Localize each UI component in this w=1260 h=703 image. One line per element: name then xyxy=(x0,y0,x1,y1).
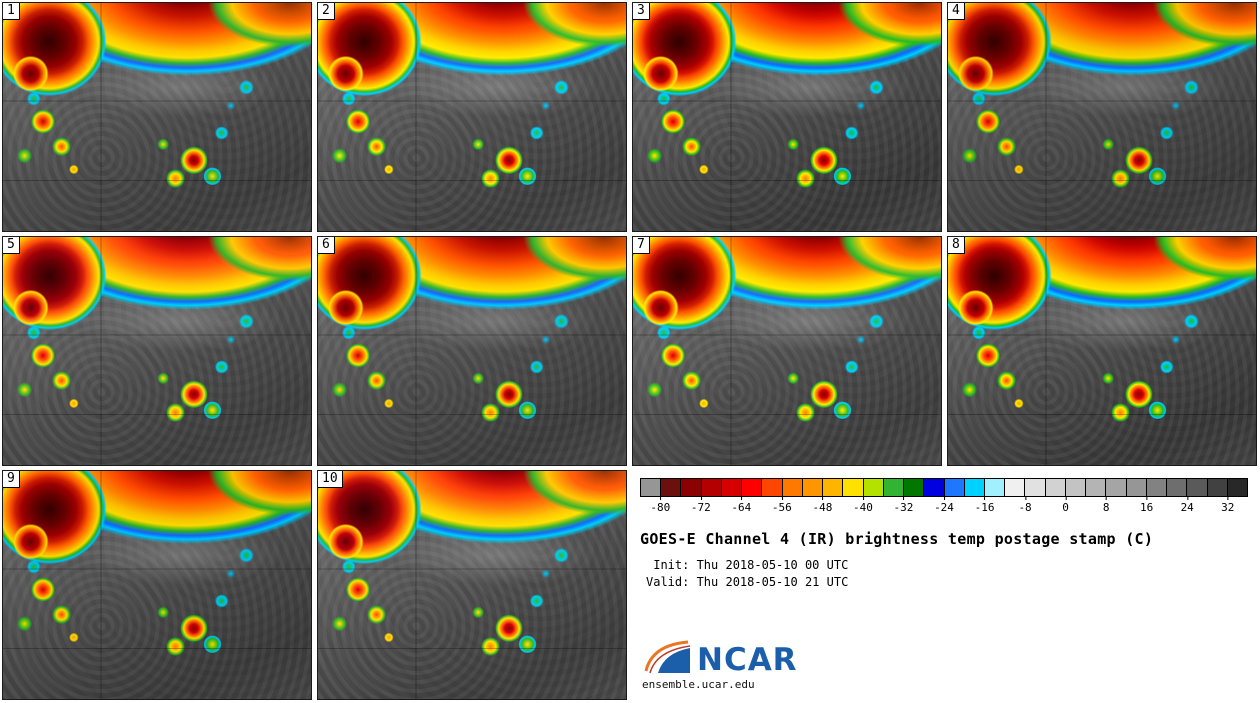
colorbar-tick-labels: -80 -72 -64 -56 -48 -40 -32 -24 -16 -8 0 8 16 24 32 xyxy=(640,497,1248,515)
ncar-logo-text: NCAR xyxy=(697,641,798,678)
ensemble-member-map: 2 xyxy=(317,2,627,232)
colorbar-tick-label: -8 xyxy=(1018,497,1032,514)
init-time-label: Init: Thu 2018-05-10 00 UTC xyxy=(646,558,849,572)
ensemble-member-map: 10 xyxy=(317,470,627,700)
colorbar-tick-label: 8 xyxy=(1102,497,1110,514)
ncar-swoosh-icon xyxy=(644,640,691,674)
ensemble-member-map: 9 xyxy=(2,470,312,700)
colorbar-segment xyxy=(823,479,844,496)
colorbar-scale xyxy=(640,478,1248,497)
colorbar-tick-label: 16 xyxy=(1140,497,1154,514)
colorbar-segment xyxy=(1005,479,1026,496)
member-number-label: 6 xyxy=(318,237,335,254)
credit-url: ensemble.ucar.edu xyxy=(642,678,755,691)
colorbar-segment xyxy=(681,479,702,496)
colorbar-segment xyxy=(1227,479,1248,496)
satellite-ir-image xyxy=(633,237,941,465)
colorbar-segment xyxy=(1187,479,1208,496)
colorbar-segment xyxy=(1146,479,1168,496)
colorbar-segment xyxy=(1065,479,1087,496)
ensemble-member-map: 4 xyxy=(947,2,1257,232)
ncar-logo: NCAR xyxy=(642,635,1257,675)
satellite-ir-image xyxy=(318,237,626,465)
colorbar-segment xyxy=(843,479,864,496)
colorbar-tick-label: -24 xyxy=(934,497,954,514)
colorbar-segment xyxy=(1126,479,1147,496)
colorbar-segment xyxy=(924,479,945,496)
colorbar-tick-label: -64 xyxy=(731,497,752,514)
colorbar-segment xyxy=(742,479,763,496)
satellite-ir-image xyxy=(3,3,311,231)
ensemble-member-map: 1 xyxy=(2,2,312,232)
ensemble-member-map: 8 xyxy=(947,236,1257,466)
colorbar: -80 -72 -64 -56 -48 -40 -32 -24 -16 -8 0 8 16 24 32 xyxy=(640,478,1248,515)
colorbar-tick-label: -72 xyxy=(690,497,711,514)
colorbar-tick-label: -48 xyxy=(812,497,833,514)
figure-title: GOES-E Channel 4 (IR) brightness temp po… xyxy=(640,530,1154,548)
member-number-label: 8 xyxy=(948,237,965,254)
colorbar-segment xyxy=(1207,479,1228,496)
colorbar-segment xyxy=(883,479,905,496)
colorbar-segment xyxy=(984,479,1006,496)
colorbar-segment xyxy=(964,479,985,496)
colorbar-segment xyxy=(863,479,884,496)
colorbar-segment xyxy=(944,479,965,496)
colorbar-tick-label: -16 xyxy=(974,497,995,514)
satellite-ir-image xyxy=(3,471,311,699)
ensemble-member-map: 3 xyxy=(632,2,942,232)
satellite-ir-image xyxy=(3,237,311,465)
ensemble-member-map: 6 xyxy=(317,236,627,466)
colorbar-segment xyxy=(1167,479,1188,496)
colorbar-segment xyxy=(661,479,682,496)
figure-info-panel: -80 -72 -64 -56 -48 -40 -32 -24 -16 -8 0 8 16 24 32 GO… xyxy=(632,470,1257,700)
colorbar-tick-label: 32 xyxy=(1221,497,1235,514)
member-number-label: 7 xyxy=(633,237,650,254)
colorbar-tick-label: -40 xyxy=(852,497,873,514)
colorbar-segment xyxy=(1106,479,1127,496)
colorbar-segment xyxy=(762,479,783,496)
colorbar-segment xyxy=(1025,479,1046,496)
colorbar-tick-label: -32 xyxy=(893,497,914,514)
member-number-label: 9 xyxy=(3,471,20,488)
member-number-label: 2 xyxy=(318,3,335,20)
colorbar-tick-label: 0 xyxy=(1062,497,1069,514)
colorbar-segment xyxy=(701,479,722,496)
satellite-ir-image xyxy=(948,237,1256,465)
colorbar-segment xyxy=(641,479,662,496)
colorbar-tick-label: -80 xyxy=(650,497,671,514)
colorbar-segment xyxy=(802,479,824,496)
member-number-label: 5 xyxy=(3,237,20,254)
colorbar-segment xyxy=(1045,479,1066,496)
member-number-label: 1 xyxy=(3,3,20,20)
colorbar-segment xyxy=(904,479,925,496)
member-number-label: 3 xyxy=(633,3,650,20)
colorbar-tick-label: 24 xyxy=(1180,497,1194,514)
member-number-label: 10 xyxy=(318,471,343,488)
satellite-ir-image xyxy=(318,3,626,231)
satellite-ir-image xyxy=(948,3,1256,231)
ensemble-member-map: 5 xyxy=(2,236,312,466)
satellite-ir-image xyxy=(318,471,626,699)
colorbar-segment xyxy=(782,479,803,496)
colorbar-tick-label: -56 xyxy=(771,497,792,514)
colorbar-segment xyxy=(1086,479,1107,496)
satellite-ir-image xyxy=(633,3,941,231)
colorbar-segment xyxy=(721,479,743,496)
valid-time-label: Valid: Thu 2018-05-10 21 UTC xyxy=(646,575,849,589)
member-number-label: 4 xyxy=(948,3,965,20)
ensemble-member-map: 7 xyxy=(632,236,942,466)
